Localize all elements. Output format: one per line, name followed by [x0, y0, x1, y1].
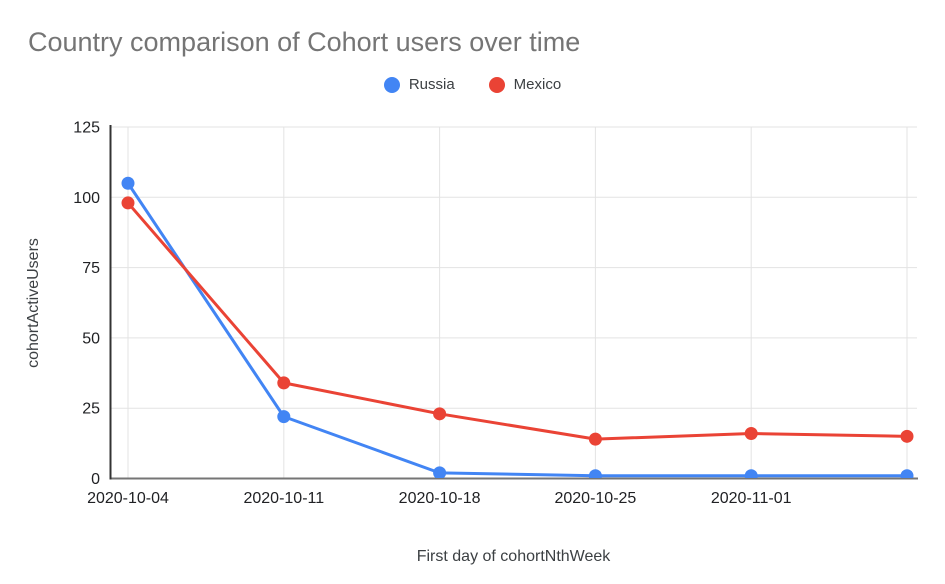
data-point — [744, 469, 758, 478]
series-line — [126, 201, 909, 441]
y-tick-label: 125 — [73, 120, 100, 137]
y-tick-label: 25 — [82, 401, 100, 418]
legend-dot-icon — [383, 76, 400, 93]
series-line — [126, 181, 909, 478]
y-tick-label: 75 — [82, 260, 100, 277]
data-point — [121, 176, 135, 190]
legend-item-russia: Russia — [383, 76, 455, 93]
series-mexico — [121, 196, 914, 446]
series-russia — [121, 176, 914, 478]
y-tick-label: 100 — [73, 190, 100, 207]
data-point — [588, 432, 602, 446]
data-point — [588, 469, 602, 478]
data-point — [433, 407, 447, 421]
x-tick-label: 2020-10-18 — [399, 490, 481, 507]
x-axis-title: First day of cohortNthWeek — [417, 548, 612, 565]
data-point — [433, 466, 447, 478]
data-point — [900, 429, 914, 443]
x-tick-label: 2020-10-25 — [554, 490, 636, 507]
legend-label: Russia — [408, 76, 455, 93]
legend-label: Mexico — [513, 76, 562, 93]
legend-dot-icon — [488, 76, 505, 93]
legend-item-mexico: Mexico — [488, 76, 562, 93]
data-point — [277, 410, 291, 424]
chart-title: Country comparison of Cohort users over … — [28, 27, 581, 57]
data-point — [277, 376, 291, 390]
x-tick-label: 2020-10-04 — [87, 490, 169, 507]
data-point — [744, 427, 758, 441]
y-axis-title: cohortActiveUsers — [25, 238, 42, 368]
x-tick-label: 2020-11-01 — [711, 490, 792, 507]
data-point — [121, 196, 135, 210]
data-point — [900, 469, 914, 478]
chart-legend: Russia Mexico — [0, 76, 945, 93]
x-tick-label: 2020-10-11 — [243, 490, 324, 507]
y-tick-label: 0 — [91, 471, 100, 488]
y-tick-label: 50 — [82, 330, 100, 347]
